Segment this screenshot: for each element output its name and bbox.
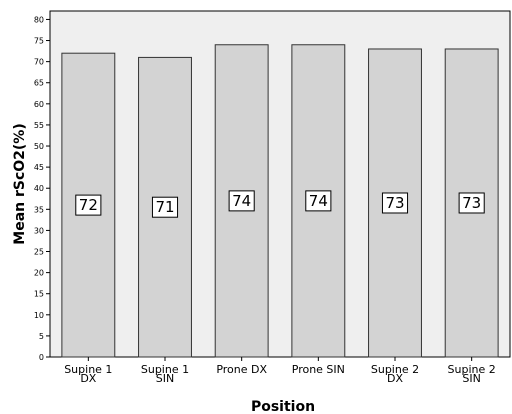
- y-tick-label: 0: [39, 353, 44, 362]
- data-label-box: [75, 194, 102, 216]
- y-tick-label: 40: [34, 184, 44, 193]
- y-tick-label: 5: [39, 332, 44, 341]
- y-axis-title: Mean rScO2(%): [12, 123, 28, 244]
- x-tick-label: Prone DX: [216, 363, 267, 376]
- y-tick-label: 35: [34, 205, 44, 214]
- x-tick-label: SIN: [462, 372, 480, 385]
- x-axis-title: Position: [251, 399, 315, 414]
- y-tick-label: 45: [34, 163, 44, 172]
- data-label-box: [458, 192, 485, 214]
- y-tick-label: 20: [34, 269, 44, 278]
- x-tick-label: SIN: [156, 372, 174, 385]
- plot-area: [49, 10, 511, 358]
- data-label: 73: [462, 194, 481, 212]
- y-tick-label: 30: [34, 226, 44, 235]
- data-label-box: [381, 192, 409, 214]
- y-tick-label: 15: [34, 290, 44, 299]
- y-tick-label: 70: [34, 58, 44, 67]
- y-tick-label: 50: [34, 142, 44, 151]
- y-tick-label: 80: [34, 15, 44, 24]
- x-tick-label: Supine 2: [371, 363, 419, 376]
- data-label: 74: [309, 192, 328, 210]
- y-tick-label: 10: [34, 311, 44, 320]
- data-label-box: [228, 190, 255, 212]
- x-tick-label: DX: [387, 372, 403, 385]
- x-tick-label: Supine 2: [448, 363, 496, 376]
- x-tick-label: Supine 1: [141, 363, 189, 376]
- data-label: 73: [385, 194, 404, 212]
- data-label-box: [151, 196, 179, 218]
- y-tick-label: 25: [34, 248, 44, 257]
- y-axis: 0 5 10 15 20 25 30 35 40 45 50 55 60 65 70 75 80: [34, 15, 50, 362]
- y-tick-label: 55: [34, 121, 44, 130]
- y-tick-label: 75: [34, 37, 44, 46]
- y-tick-label: 60: [34, 100, 44, 109]
- data-label: 74: [232, 192, 251, 210]
- x-tick-label: Supine 1: [64, 363, 112, 376]
- data-label: 71: [155, 198, 174, 216]
- data-label-box: [305, 190, 332, 212]
- data-labels: 72 71 74 74 73 73: [75, 190, 485, 218]
- x-tick-label: DX: [80, 372, 96, 385]
- x-tick-label: Prone SIN: [292, 363, 345, 376]
- y-tick-label: 65: [34, 79, 44, 88]
- data-label: 72: [79, 196, 98, 214]
